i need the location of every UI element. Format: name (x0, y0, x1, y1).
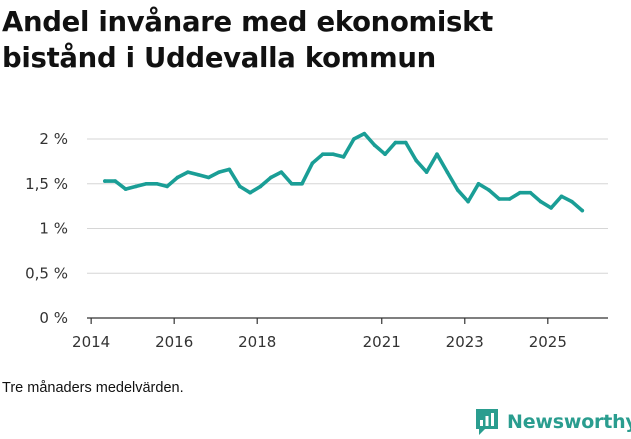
data-point (300, 181, 304, 186)
data-point (175, 175, 180, 180)
x-axis-ticks: 2014 2016 2018 2021 2023 2025 (72, 318, 567, 351)
footnote: Tre månaders medelvärden. (2, 380, 184, 396)
y-tick-label: 1,5 % (25, 175, 68, 193)
data-point (269, 175, 273, 180)
brand-logo: Newsworthy (474, 406, 631, 438)
x-tick-label: 2025 (529, 333, 567, 351)
y-tick-label: 0 % (39, 309, 68, 327)
data-point (476, 181, 481, 186)
data-point (279, 170, 284, 174)
data-point (154, 181, 159, 186)
data-point (372, 143, 377, 148)
data-point (217, 170, 221, 174)
data-point (424, 170, 429, 174)
data-point (435, 152, 439, 157)
data-point (237, 184, 242, 189)
data-point (352, 137, 356, 141)
data-point (393, 140, 398, 145)
data-point (320, 152, 325, 157)
data-point (144, 181, 149, 186)
data-point (414, 158, 419, 163)
data-point (186, 170, 190, 174)
x-tick-label: 2021 (363, 333, 401, 351)
x-tick-label: 2014 (72, 333, 110, 351)
y-tick-label: 1 % (39, 220, 68, 238)
data-point (507, 197, 512, 201)
x-tick-label: 2023 (446, 333, 484, 351)
data-point (310, 161, 315, 165)
chart-title: Andel invånare med ekonomiskt bistånd i … (2, 4, 622, 76)
y-axis-tick-labels: 0 % 0,5 % 1 % 1,5 % 2 % (25, 130, 68, 327)
data-point (331, 152, 335, 157)
data-point (362, 131, 367, 136)
data-point (538, 199, 543, 204)
data-point (123, 187, 128, 191)
data-point (227, 167, 232, 172)
data-point (445, 170, 450, 174)
data-point (248, 190, 252, 195)
data-point (258, 184, 263, 189)
data-point (487, 188, 491, 192)
data-point (103, 179, 107, 183)
data-series (103, 131, 585, 213)
data-point (455, 188, 460, 192)
x-tick-label: 2016 (155, 333, 193, 351)
data-point (165, 184, 169, 189)
data-point (497, 197, 502, 201)
data-point (518, 190, 522, 195)
bar-chart-logo-icon (476, 409, 498, 435)
chart-title-line-1: Andel invånare med ekonomiskt (2, 6, 493, 38)
grid-lines (87, 138, 608, 319)
data-point (528, 190, 533, 195)
data-point (196, 173, 201, 177)
brand-name: Newsworthy (507, 411, 631, 433)
data-point (383, 152, 387, 157)
data-point (570, 199, 574, 204)
chart-title-line-2: bistånd i Uddevalla kommun (2, 42, 436, 74)
y-tick-label: 2 % (39, 130, 68, 148)
data-point (580, 208, 585, 213)
data-point (549, 206, 553, 210)
data-point (466, 199, 470, 204)
data-point (289, 181, 294, 186)
x-tick-label: 2018 (238, 333, 276, 351)
data-point (404, 140, 408, 145)
data-point (206, 175, 211, 180)
data-point (134, 184, 138, 189)
data-point (341, 155, 346, 159)
data-point (559, 194, 564, 199)
y-tick-label: 0,5 % (25, 264, 68, 282)
data-point (113, 179, 118, 183)
